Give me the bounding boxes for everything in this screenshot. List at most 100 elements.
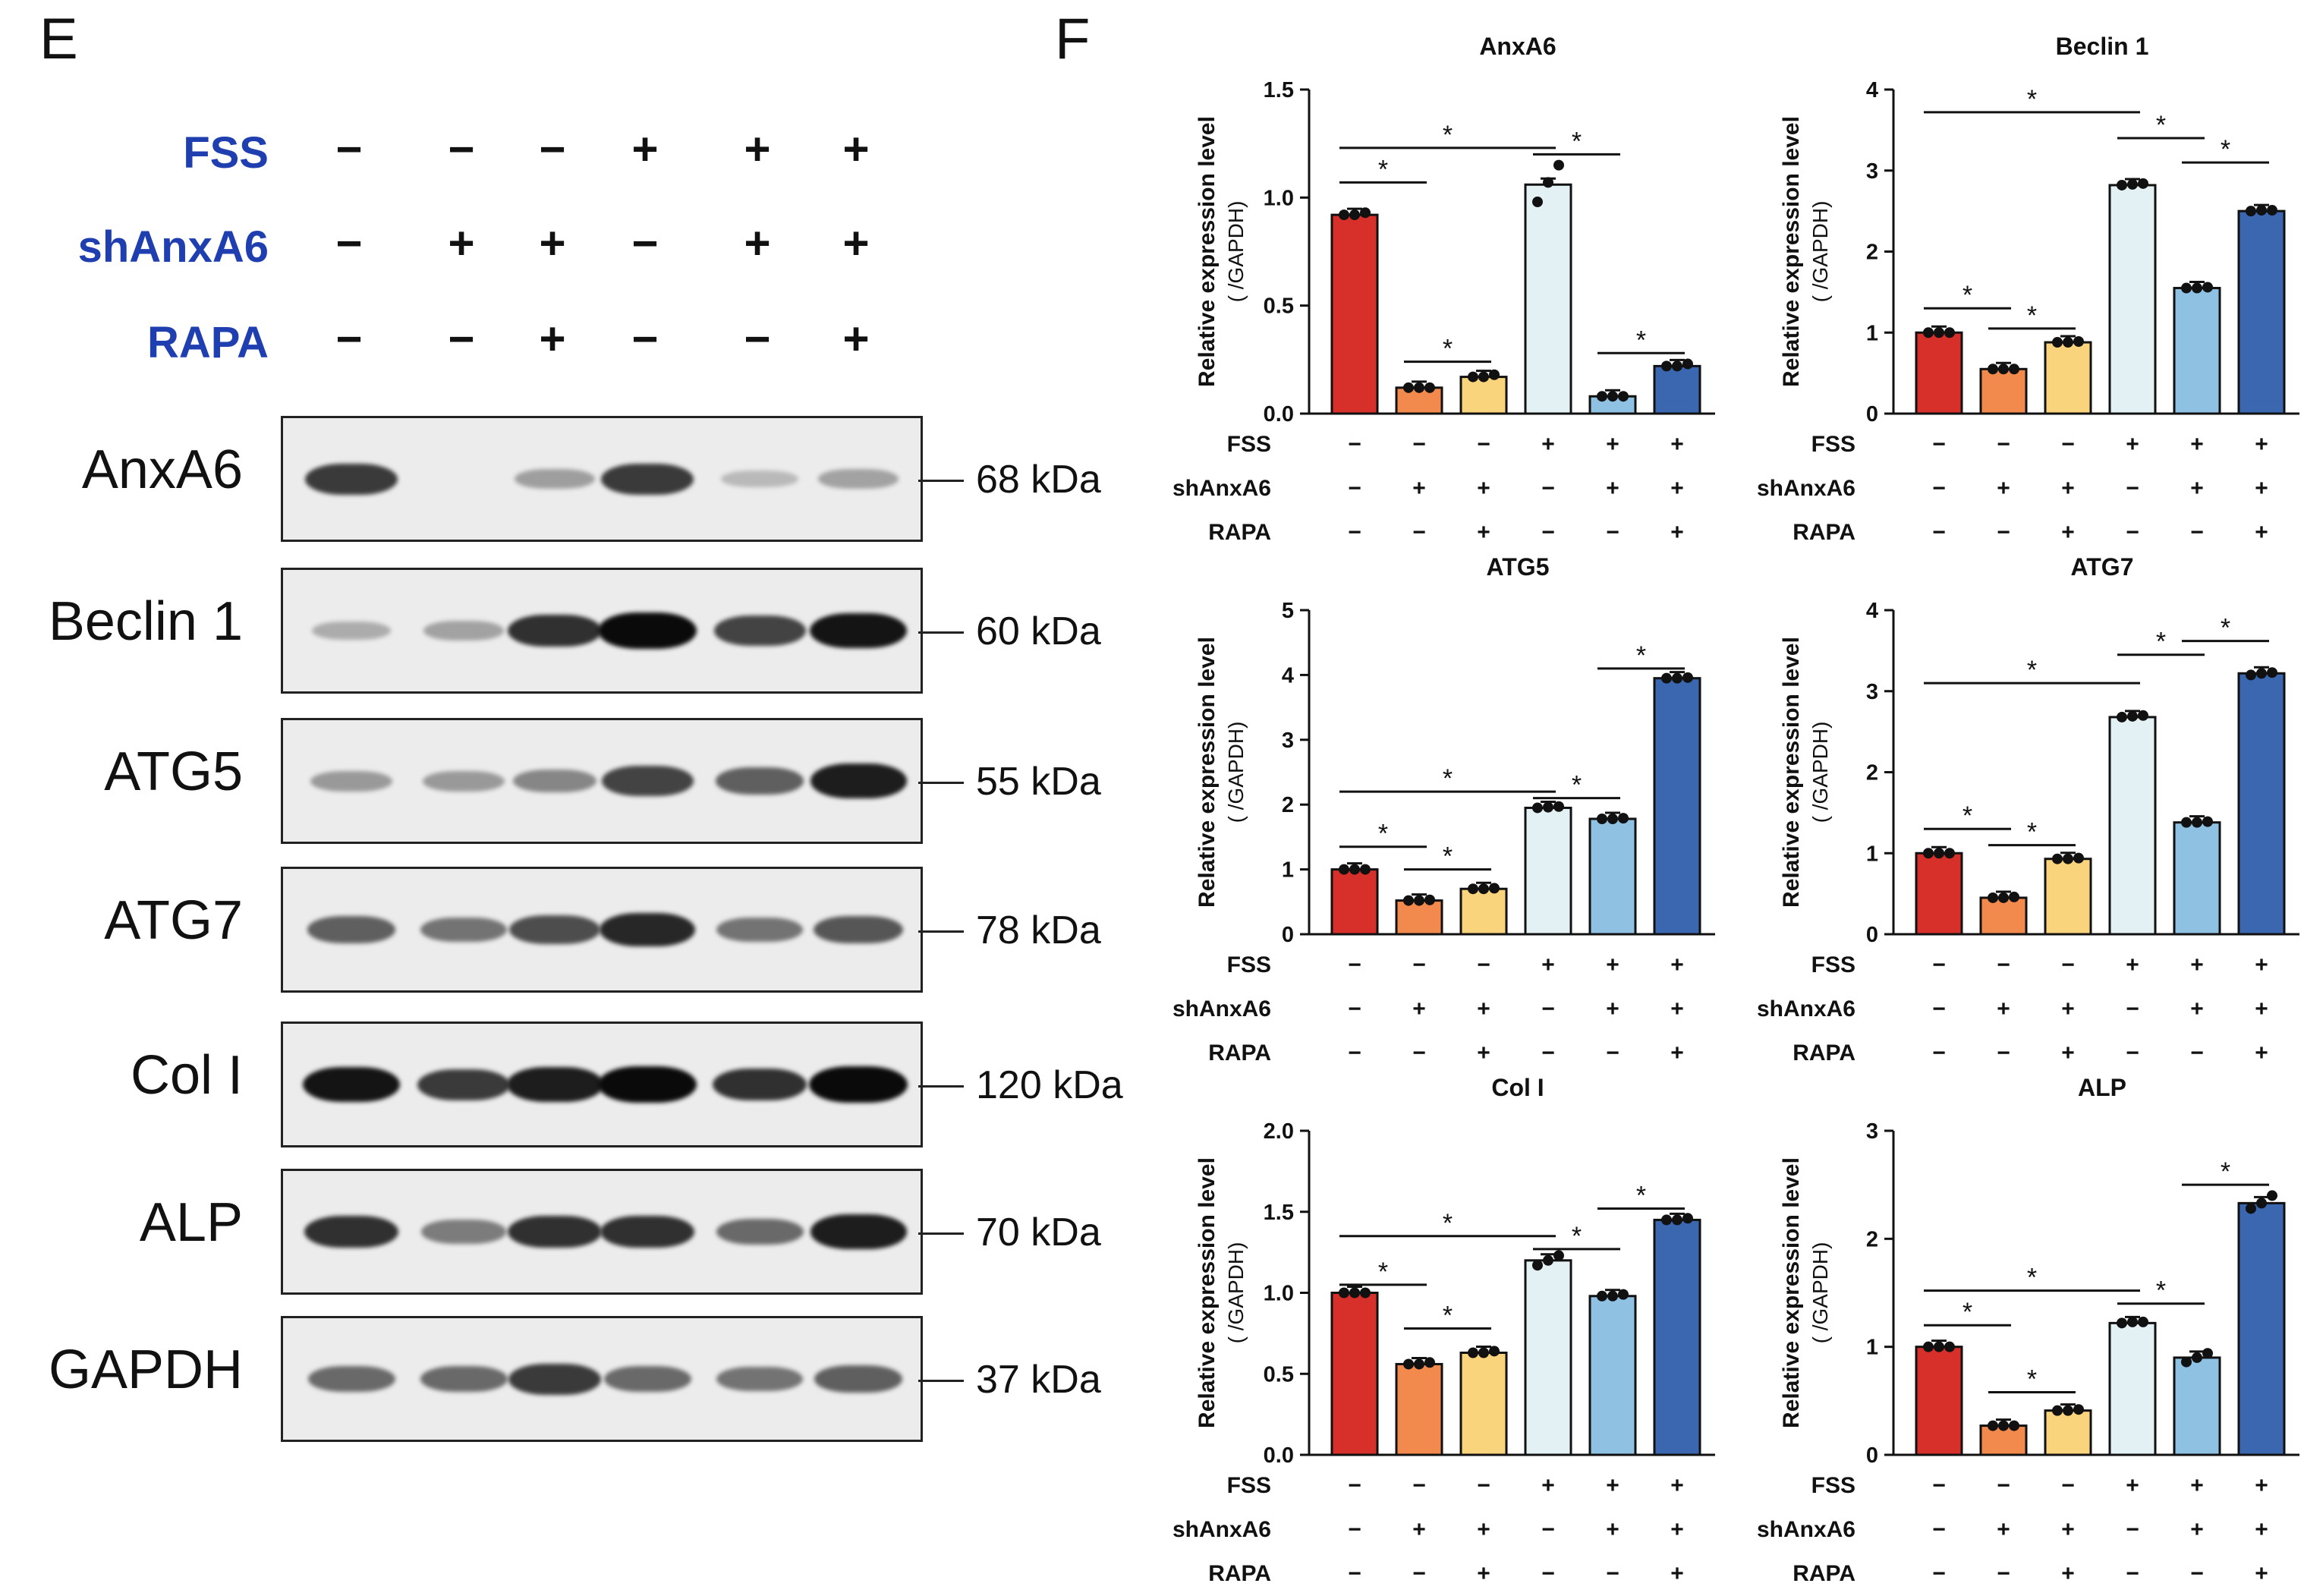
y-tick-label: 3 (1282, 729, 1294, 753)
blot-band (310, 770, 392, 792)
blot-strip (281, 867, 923, 993)
y-tick-label: 1 (1282, 858, 1294, 883)
blot-band (509, 914, 600, 945)
condition-row-sign: − (1606, 520, 1619, 545)
kda-label: 120 kDa (976, 1063, 1123, 1107)
y-tick-label: 1.5 (1264, 78, 1294, 102)
data-point (1478, 883, 1489, 895)
data-point (2127, 178, 2138, 190)
kda-marker-tick (918, 930, 964, 933)
bar (2108, 184, 2157, 415)
data-point (1349, 1287, 1360, 1299)
blot-band (417, 1069, 511, 1100)
condition-sign: + (744, 218, 771, 269)
bar (2044, 1409, 2092, 1456)
y-tick-label: 1 (1866, 842, 1878, 866)
y-axis-unit-label: ( /GAPDH) (1224, 722, 1248, 823)
data-point (1988, 364, 1998, 375)
data-point (1607, 813, 1618, 824)
panel-label-e: E (39, 7, 78, 71)
y-axis-label: Relative expression level (1194, 1157, 1220, 1428)
y-axis-label: Relative expression level (1779, 1157, 1804, 1428)
y-axis-unit-label: ( /GAPDH) (1224, 201, 1248, 303)
data-point (1944, 327, 1955, 338)
bar (1459, 887, 1508, 936)
bar (1588, 817, 1637, 936)
kda-label: 60 kDa (976, 609, 1101, 653)
data-point (1672, 360, 1682, 372)
kda-marker-tick (918, 480, 964, 482)
condition-row-label: FSS (1811, 432, 1855, 457)
data-point (2117, 179, 2127, 190)
condition-row-sign: + (2190, 476, 2204, 501)
significance-star: * (1962, 801, 1972, 830)
bar (2044, 858, 2092, 936)
blot-band (603, 1366, 691, 1392)
bar (2173, 287, 2221, 415)
blot-band (818, 469, 899, 489)
condition-row-sign: + (1606, 996, 1619, 1022)
bar (1979, 896, 2028, 936)
condition-row-sign: + (2061, 476, 2075, 501)
bar (1330, 1292, 1379, 1456)
condition-sign: + (744, 124, 771, 175)
blot-strip (281, 718, 923, 844)
condition-sign: − (539, 124, 566, 175)
y-tick-label: 1.0 (1264, 186, 1294, 210)
bar (1915, 1346, 1963, 1456)
significance-star: * (1443, 1301, 1453, 1330)
data-point (2073, 1404, 2084, 1415)
data-point (2181, 282, 2192, 294)
condition-row-sign: − (1348, 476, 1361, 501)
y-axis-unit-label: ( /GAPDH) (1224, 1242, 1248, 1344)
condition-row-sign: − (2190, 520, 2204, 545)
condition-sign: − (335, 313, 363, 364)
condition-row-sign: + (1997, 476, 2010, 501)
condition-row-label: shAnxA6 (1757, 996, 1855, 1022)
y-tick-label: 0 (1866, 1443, 1878, 1468)
condition-row-sign: + (2255, 1561, 2268, 1586)
data-point (1414, 382, 1424, 393)
bar-chart-grid: AnxA6 0.0 0.5 1.0 1.5 Relative expression lev… (1172, 33, 2299, 1586)
condition-row-label: FSS (1227, 432, 1271, 457)
data-point (2246, 669, 2256, 681)
data-point (1543, 1254, 1553, 1266)
condition-row-sign: − (1997, 432, 2010, 457)
y-tick-label: 5 (1282, 599, 1294, 623)
condition-row-sign: − (1477, 1473, 1490, 1498)
data-point (2009, 364, 2019, 375)
significance-star: * (1962, 1298, 1972, 1327)
data-point (1468, 1347, 1478, 1358)
bar (2237, 1201, 2286, 1456)
condition-row-sign: + (1606, 1517, 1619, 1542)
condition-row-sign: − (1932, 432, 1946, 457)
data-point (1543, 801, 1553, 813)
data-point (1618, 391, 1629, 402)
blot-band (423, 621, 504, 641)
condition-row-sign: + (2255, 996, 2268, 1022)
condition-sign: + (631, 124, 659, 175)
condition-row-sign: + (1412, 476, 1426, 501)
condition-row-sign: − (1412, 432, 1426, 457)
data-point (1998, 892, 2009, 903)
significance-star: * (1443, 335, 1453, 364)
data-point (1553, 801, 1564, 812)
data-point (2192, 817, 2202, 828)
blot-band (421, 1220, 506, 1244)
data-point (1661, 1214, 1672, 1226)
data-point (2256, 205, 2267, 216)
data-point (2246, 1203, 2256, 1214)
y-tick-label: 0 (1282, 923, 1294, 947)
bar (1915, 331, 1963, 415)
condition-label: shAnxA6 (77, 222, 269, 272)
chart-title: ATG5 (1487, 553, 1550, 581)
data-point (1360, 1287, 1371, 1299)
kda-label: 70 kDa (976, 1210, 1101, 1254)
data-point (2063, 337, 2073, 348)
bar (1979, 367, 2028, 415)
data-point (1489, 369, 1500, 380)
data-point (1672, 672, 1682, 684)
condition-row-sign: + (1477, 1040, 1490, 1066)
condition-row-sign: + (1670, 1517, 1684, 1542)
condition-row-sign: − (1932, 476, 1946, 501)
